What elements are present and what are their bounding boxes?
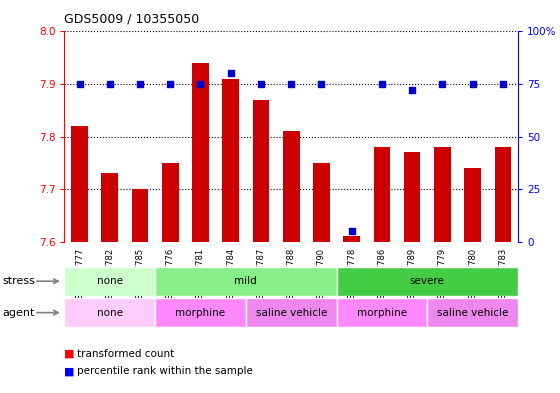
- Text: mild: mild: [235, 276, 257, 286]
- Text: morphine: morphine: [175, 308, 226, 318]
- Bar: [253, 100, 269, 242]
- Point: [498, 81, 507, 87]
- Bar: [162, 163, 179, 242]
- Bar: [246, 298, 337, 327]
- Text: transformed count: transformed count: [77, 349, 175, 359]
- Bar: [404, 152, 421, 242]
- Point: [468, 81, 477, 87]
- Text: morphine: morphine: [357, 308, 407, 318]
- Point: [196, 81, 205, 87]
- Text: severe: severe: [410, 276, 445, 286]
- Point: [347, 228, 356, 234]
- Text: none: none: [97, 308, 123, 318]
- Bar: [427, 298, 518, 327]
- Text: percentile rank within the sample: percentile rank within the sample: [77, 366, 253, 376]
- Bar: [283, 131, 300, 242]
- Bar: [434, 147, 451, 242]
- Bar: [374, 147, 390, 242]
- Bar: [494, 147, 511, 242]
- Bar: [337, 267, 518, 296]
- Point: [377, 81, 386, 87]
- Bar: [343, 237, 360, 242]
- Bar: [64, 267, 155, 296]
- Bar: [464, 168, 481, 242]
- Text: agent: agent: [3, 308, 35, 318]
- Bar: [313, 163, 330, 242]
- Bar: [222, 79, 239, 242]
- Point: [287, 81, 296, 87]
- Bar: [64, 298, 155, 327]
- Text: ■: ■: [64, 366, 75, 376]
- Point: [317, 81, 326, 87]
- Point: [136, 81, 144, 87]
- Bar: [71, 126, 88, 242]
- Point: [105, 81, 114, 87]
- Point: [256, 81, 265, 87]
- Text: stress: stress: [3, 276, 36, 286]
- Point: [408, 87, 417, 94]
- Text: none: none: [97, 276, 123, 286]
- Text: saline vehicle: saline vehicle: [437, 308, 508, 318]
- Text: ■: ■: [64, 349, 75, 359]
- Bar: [155, 298, 246, 327]
- Bar: [132, 189, 148, 242]
- Point: [166, 81, 175, 87]
- Bar: [192, 63, 209, 242]
- Bar: [101, 173, 118, 242]
- Point: [226, 70, 235, 77]
- Text: saline vehicle: saline vehicle: [255, 308, 327, 318]
- Bar: [337, 298, 427, 327]
- Point: [75, 81, 84, 87]
- Bar: [155, 267, 337, 296]
- Point: [438, 81, 447, 87]
- Text: GDS5009 / 10355050: GDS5009 / 10355050: [64, 13, 200, 26]
